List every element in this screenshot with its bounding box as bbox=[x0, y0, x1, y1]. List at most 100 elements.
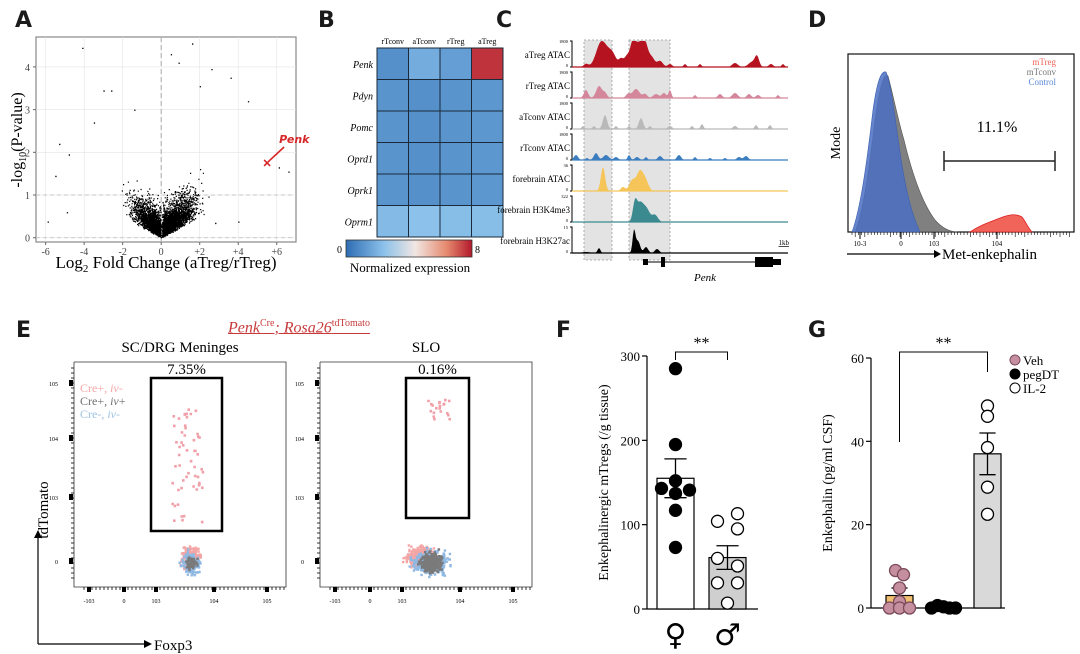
y-tick-label: 104 bbox=[49, 437, 58, 443]
data-point bbox=[730, 559, 745, 573]
track-scale-bracket bbox=[570, 164, 573, 192]
heatmap-cell bbox=[376, 142, 409, 175]
track-min-label: 0 bbox=[566, 218, 569, 223]
x-major-tick bbox=[333, 587, 337, 592]
legend-mtreg: mTreg bbox=[1032, 57, 1056, 67]
track-max-label: 1800 bbox=[559, 132, 569, 137]
y-tick-label: 60 bbox=[851, 351, 864, 366]
y-tick-label: 0 bbox=[55, 560, 58, 566]
track-forebrain-h3k27ac: forebrain H3K27ac 15 0 bbox=[500, 225, 788, 254]
legend-marker-il-2 bbox=[1009, 382, 1021, 394]
track-label: forebrain H3K27ac bbox=[500, 236, 570, 246]
y-axis-label: -log10(P-value) bbox=[9, 92, 29, 187]
track-label: aTconv ATAC bbox=[519, 112, 570, 122]
heatmap-cell bbox=[376, 79, 409, 112]
column-label-rTconv: rTconv bbox=[381, 37, 404, 46]
gate-bar bbox=[943, 151, 1056, 171]
x-major-tick bbox=[400, 587, 404, 592]
data-point bbox=[980, 480, 995, 494]
x-major-tick bbox=[122, 587, 126, 592]
heatmap-cell bbox=[439, 47, 472, 80]
gate-percentage: 11.1% bbox=[977, 119, 1018, 136]
plot-frame bbox=[73, 361, 287, 588]
x-major-tick bbox=[511, 587, 515, 592]
legend-label-il-2: IL-2 bbox=[1023, 381, 1046, 396]
heatmap-cell bbox=[471, 47, 504, 80]
legend-cre-neg-iv-neg: Cre-, iv- bbox=[80, 407, 120, 421]
y-tick-label: 0 bbox=[634, 602, 641, 617]
y-major-tick bbox=[315, 494, 319, 500]
heatmap-cell bbox=[376, 205, 409, 238]
y-tick-label: 100 bbox=[621, 518, 641, 533]
track-label: forebrain H3K4me3 bbox=[497, 205, 570, 215]
y-tick-label: 200 bbox=[621, 433, 641, 448]
gate-percentage: 7.35% bbox=[167, 362, 206, 378]
x-axis-label: Log2 Fold Change (aTreg/rTreg) bbox=[56, 253, 277, 275]
heatmap-cell bbox=[408, 79, 441, 112]
panel-letter-g: G bbox=[808, 318, 827, 343]
data-point bbox=[668, 540, 683, 555]
significance-label: ** bbox=[694, 335, 710, 352]
heatmap-cell bbox=[471, 142, 504, 175]
track-scale-bracket bbox=[570, 195, 573, 223]
data-point bbox=[980, 507, 995, 521]
legend-label-pegdt: pegDT bbox=[1023, 367, 1059, 382]
x-tick-label: -103 bbox=[330, 599, 341, 605]
panel-letter-e: E bbox=[16, 318, 32, 343]
heatmap-cell bbox=[376, 173, 409, 206]
panel-letter-a: A bbox=[15, 8, 33, 33]
y-tick-label: 40 bbox=[851, 434, 864, 449]
x-major-tick bbox=[212, 587, 216, 592]
track-signal bbox=[572, 85, 788, 98]
track-signal bbox=[572, 115, 788, 129]
track-atconv-atac: aTconv ATAC 1800 0 bbox=[519, 101, 788, 130]
row-label-Pomc: Pomc bbox=[349, 123, 373, 134]
track-min-label: 0 bbox=[566, 125, 569, 130]
genotype-cre: Cre bbox=[259, 318, 275, 329]
data-point bbox=[668, 486, 683, 501]
y-tick-label: 20 bbox=[851, 518, 864, 533]
gene-model bbox=[643, 257, 781, 267]
heatmap-cell bbox=[408, 110, 441, 143]
column-label-aTreg: aTreg bbox=[478, 37, 496, 46]
plot-frame bbox=[319, 361, 533, 588]
y-major-tick bbox=[315, 558, 319, 564]
data-point bbox=[720, 596, 735, 610]
highlight-region-1 bbox=[583, 39, 613, 261]
y-axis-label: tdTomato bbox=[36, 481, 52, 538]
x-tick-label: 0 bbox=[159, 247, 164, 258]
y-tick-label: 0 bbox=[301, 560, 304, 566]
data-point bbox=[924, 601, 939, 615]
y-major-tick bbox=[69, 558, 73, 564]
track-scale-bracket bbox=[570, 40, 573, 68]
track-min-label: 0 bbox=[566, 94, 569, 99]
x-tick-label: 103 bbox=[929, 240, 940, 248]
y-tick-label: 300 bbox=[621, 349, 641, 364]
heatmap-cell bbox=[376, 47, 409, 80]
data-point bbox=[668, 503, 683, 517]
gate-box bbox=[149, 376, 224, 533]
data-point bbox=[896, 568, 911, 582]
panel-letter-d: D bbox=[808, 8, 827, 33]
x-tick-label: 105 bbox=[509, 599, 518, 605]
gated-cells bbox=[427, 398, 451, 421]
track-max-label: 36 bbox=[564, 163, 569, 168]
arrow-right-icon bbox=[144, 640, 152, 648]
track-label: rTreg ATAC bbox=[526, 81, 570, 91]
track-max-label: 322 bbox=[561, 194, 568, 199]
gate-box bbox=[404, 376, 471, 520]
y-tick-label: 0 bbox=[858, 601, 865, 616]
track-scale-bracket bbox=[570, 71, 573, 99]
population-cre-neg-iv-neg bbox=[178, 548, 202, 577]
data-point bbox=[682, 483, 697, 497]
x-tick-label: -6 bbox=[41, 247, 49, 258]
heatmap-cell bbox=[471, 173, 504, 206]
data-point bbox=[902, 601, 917, 615]
heatmap-cell bbox=[439, 205, 472, 238]
colorbar-label: Normalized expression bbox=[350, 260, 471, 275]
plot-frame bbox=[35, 36, 297, 243]
y-tick-label: 4 bbox=[25, 63, 30, 74]
row-label-Oprk1: Oprk1 bbox=[347, 186, 373, 197]
legend-cre-pos-iv-pos: Cre+, iv+ bbox=[80, 394, 126, 408]
x-tick-label: 103 bbox=[152, 599, 161, 605]
